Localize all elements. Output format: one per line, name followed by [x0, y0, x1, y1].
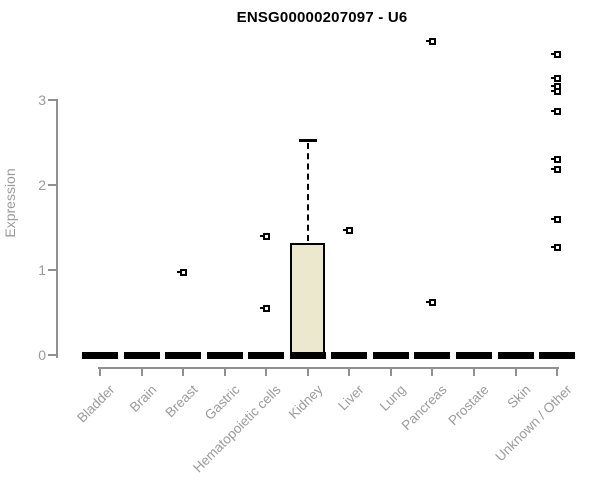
median-bar [123, 352, 160, 359]
x-axis-tick [223, 368, 226, 376]
median-bar [248, 352, 285, 359]
outlier-point [425, 37, 436, 45]
y-axis-tick-label: 1 [38, 262, 46, 278]
x-axis-tick [265, 368, 268, 376]
outlier-point [550, 75, 561, 83]
median-bar [206, 352, 243, 359]
x-axis-tick [514, 368, 517, 376]
whisker-line [306, 142, 309, 241]
x-axis-tick [389, 368, 392, 376]
median-bar [82, 352, 118, 359]
outlier-point [259, 233, 270, 241]
x-axis-line [98, 367, 560, 369]
median-bar [331, 352, 368, 359]
outlier-point [550, 166, 561, 174]
median-bar [455, 352, 492, 359]
y-axis-tick [48, 354, 57, 356]
y-axis-tick [48, 184, 57, 186]
x-axis-tick [99, 368, 101, 376]
x-axis-tick [348, 368, 351, 376]
x-axis-tick [472, 368, 475, 376]
outlier-point [176, 269, 187, 277]
y-axis-line [56, 99, 58, 358]
outlier-point [550, 108, 561, 116]
median-bar [289, 352, 326, 359]
median-bar [165, 352, 202, 359]
outlier-point [550, 244, 561, 252]
outlier-point [550, 51, 561, 59]
box-iqr [290, 242, 326, 355]
y-axis-tick-label: 0 [38, 347, 46, 363]
outlier-point [259, 304, 270, 312]
y-axis-tick-label: 3 [38, 92, 46, 108]
x-axis-tick [306, 368, 309, 376]
x-axis-tick [431, 368, 434, 376]
x-axis-tick [140, 368, 143, 376]
median-bar [372, 352, 409, 359]
whisker-cap [298, 138, 317, 142]
median-bar [414, 352, 451, 359]
y-axis-tick [48, 99, 57, 101]
x-axis-tick [556, 368, 559, 376]
y-axis-tick-label: 2 [38, 177, 46, 193]
outlier-point [342, 227, 353, 235]
y-axis-tick [48, 269, 57, 271]
outlier-point [550, 215, 561, 223]
outlier-point [550, 88, 561, 95]
outlier-point [425, 298, 436, 306]
y-axis-title: Expression [2, 168, 18, 238]
chart-title: ENSG00000207097 - U6 [236, 9, 408, 26]
median-bar [497, 352, 534, 359]
median-bar [539, 352, 576, 359]
outlier-point [550, 156, 561, 163]
x-axis-tick [182, 368, 185, 376]
